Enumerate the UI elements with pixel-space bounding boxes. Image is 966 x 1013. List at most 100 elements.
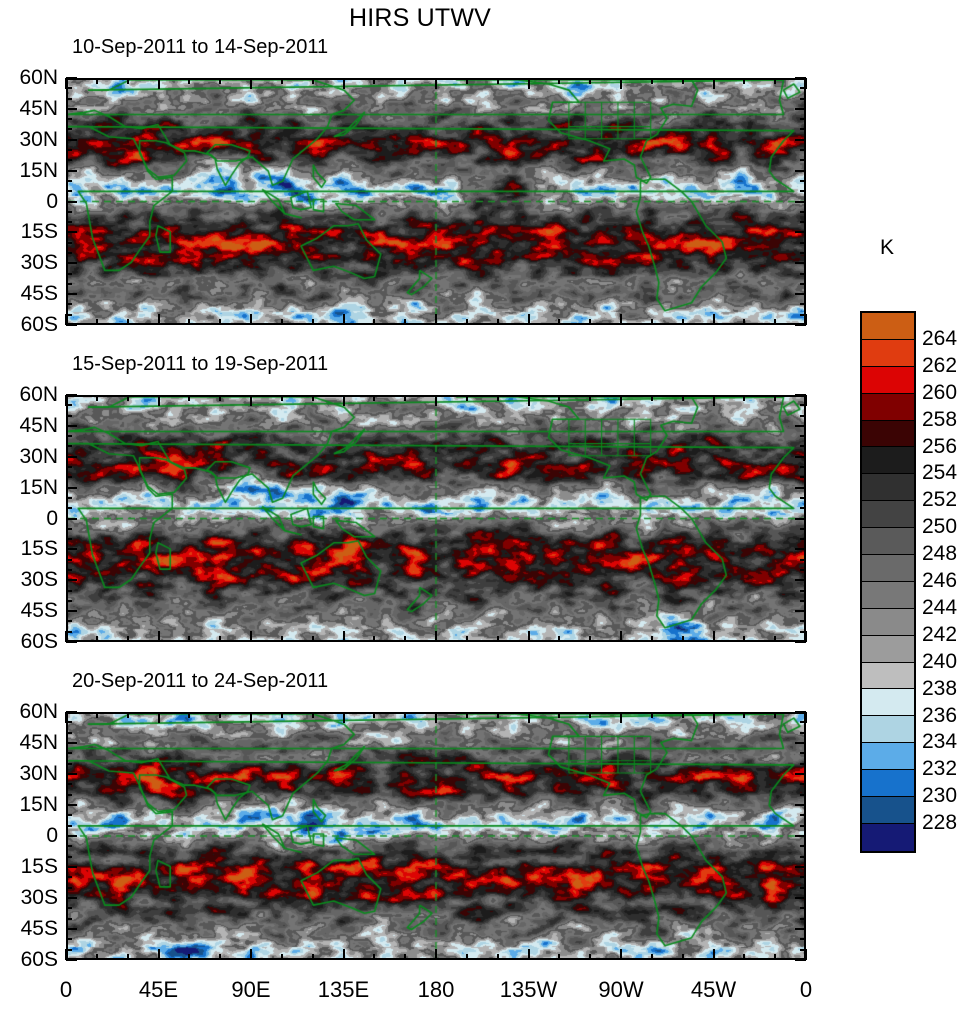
x-minor-tick: [373, 954, 376, 960]
y-minor-tick: [800, 221, 806, 224]
x-major-tick: [250, 78, 252, 89]
y-minor-tick: [800, 118, 806, 121]
x-major-tick: [712, 712, 715, 723]
colorbar-tick-label: 230: [922, 784, 958, 808]
y-minor-tick: [66, 159, 72, 162]
colorbar-swatch: [862, 662, 914, 690]
x-minor-tick: [404, 395, 407, 401]
x-minor-tick: [743, 78, 746, 84]
y-minor-tick: [800, 87, 806, 90]
x-minor-tick: [558, 319, 561, 325]
x-minor-tick: [95, 636, 98, 642]
y-minor-tick: [800, 476, 806, 479]
x-minor-tick: [188, 954, 191, 960]
x-minor-tick: [219, 636, 222, 642]
x-minor-tick: [558, 78, 561, 84]
y-minor-tick: [800, 404, 806, 407]
y-minor-tick: [66, 414, 72, 417]
x-minor-tick: [95, 712, 98, 718]
map-panel-2: [66, 395, 806, 642]
y-major-tick: [66, 610, 77, 613]
y-major-tick: [795, 169, 806, 172]
x-major-tick: [157, 395, 160, 406]
x-major-tick: [65, 712, 67, 723]
x-minor-tick: [558, 395, 561, 401]
x-major-tick: [65, 314, 67, 325]
x-minor-tick: [311, 954, 314, 960]
x-major-tick: [620, 631, 622, 642]
colorbar-tick-label: 264: [922, 326, 958, 350]
x-minor-tick: [743, 319, 746, 325]
x-major-tick: [250, 712, 252, 723]
y-minor-tick: [66, 824, 72, 827]
x-minor-tick: [126, 319, 129, 325]
y-minor-tick: [66, 128, 72, 131]
x-minor-tick: [465, 78, 468, 84]
y-minor-tick: [66, 272, 72, 275]
x-major-tick: [65, 631, 67, 642]
x-minor-tick: [650, 636, 653, 642]
x-minor-tick: [188, 319, 191, 325]
x-minor-tick: [126, 954, 129, 960]
y-minor-tick: [800, 814, 806, 817]
colorbar: [860, 311, 916, 853]
y-major-tick: [66, 77, 77, 79]
colorbar-tick-label: 262: [922, 353, 958, 377]
x-minor-tick: [404, 954, 407, 960]
y-minor-tick: [800, 762, 806, 765]
y-axis-tick-label: 45N: [19, 413, 58, 437]
y-major-tick: [66, 200, 77, 203]
y-major-tick: [66, 897, 77, 899]
x-major-tick: [250, 314, 252, 325]
x-major-tick: [435, 395, 437, 406]
x-minor-tick: [126, 78, 129, 84]
y-minor-tick: [66, 855, 72, 858]
colorbar-swatch: [862, 447, 914, 475]
y-axis-tick-label: 15N: [19, 793, 58, 816]
y-minor-tick: [800, 303, 806, 306]
y-minor-tick: [800, 845, 806, 848]
colorbar-unit-label: K: [880, 236, 895, 259]
colorbar-swatch: [862, 823, 914, 851]
x-major-tick: [65, 949, 67, 960]
x-minor-tick: [589, 954, 592, 960]
y-major-tick: [795, 293, 806, 296]
y-minor-tick: [66, 241, 72, 244]
x-minor-tick: [496, 78, 499, 84]
x-major-tick: [157, 78, 160, 89]
x-minor-tick: [188, 636, 191, 642]
y-minor-tick: [800, 948, 806, 951]
x-minor-tick: [589, 78, 592, 84]
y-minor-tick: [800, 313, 806, 316]
y-axis-tick-label: 60N: [19, 66, 58, 89]
y-minor-tick: [800, 731, 806, 734]
colorbar-tick-label: 236: [922, 703, 958, 727]
x-minor-tick: [650, 395, 653, 401]
y-minor-tick: [66, 630, 72, 633]
y-major-tick: [795, 711, 806, 713]
y-major-tick: [66, 866, 77, 868]
x-minor-tick: [681, 395, 684, 401]
x-minor-tick: [219, 78, 222, 84]
y-major-tick: [795, 424, 806, 427]
x-major-tick: [805, 949, 807, 960]
y-minor-tick: [800, 210, 806, 213]
x-minor-tick: [95, 78, 98, 84]
y-minor-tick: [800, 466, 806, 469]
x-major-tick: [712, 78, 715, 89]
y-major-tick: [66, 293, 77, 296]
x-minor-tick: [681, 712, 684, 718]
x-major-tick: [65, 395, 67, 406]
x-axis-tick-label: 90W: [598, 977, 644, 1002]
x-minor-tick: [589, 712, 592, 718]
x-major-tick: [805, 395, 807, 406]
x-minor-tick: [743, 712, 746, 718]
y-minor-tick: [66, 620, 72, 623]
y-major-tick: [66, 959, 77, 961]
y-minor-tick: [800, 179, 806, 182]
x-minor-tick: [681, 954, 684, 960]
colorbar-tick-label: 242: [922, 622, 958, 646]
y-minor-tick: [66, 87, 72, 90]
x-minor-tick: [219, 954, 222, 960]
x-major-tick: [435, 631, 437, 642]
